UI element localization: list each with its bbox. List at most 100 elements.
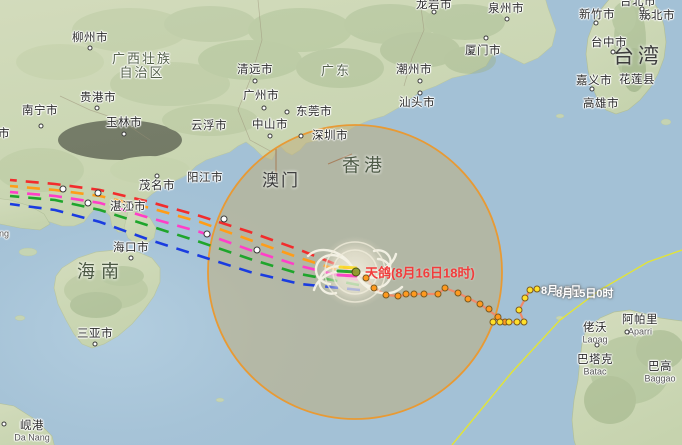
track-node bbox=[476, 300, 484, 308]
city-dot-dongguan bbox=[284, 109, 290, 115]
province-boundaries bbox=[59, 0, 425, 153]
city-label-qingyuan: 清远市 bbox=[237, 63, 273, 76]
city-dot-guigang bbox=[94, 105, 100, 111]
luzon-relief bbox=[584, 330, 682, 424]
city-dot-guangzhou bbox=[261, 105, 267, 111]
city-sublabel-danang: Da Nang bbox=[14, 432, 50, 443]
track-node bbox=[362, 274, 370, 282]
forecast-node bbox=[220, 215, 228, 223]
city-dot-qingyuan bbox=[252, 78, 258, 84]
city-sublabel-baggao: Baggao bbox=[644, 373, 676, 384]
track-node bbox=[464, 295, 472, 303]
city-dot-longyan bbox=[431, 9, 437, 15]
city-label-zhongshan: 中山市 bbox=[252, 118, 288, 131]
track-node bbox=[520, 318, 528, 326]
region-label-hainan: 海南 bbox=[77, 261, 125, 282]
city-dot-shantou bbox=[417, 90, 423, 96]
track-node bbox=[410, 290, 418, 298]
city-label-dongguan: 东莞市 bbox=[296, 105, 332, 118]
track-node bbox=[533, 285, 541, 293]
land-mainland-china bbox=[0, 0, 557, 233]
city-label-sanya: 三亚市 bbox=[77, 327, 113, 340]
city-sublabel-aparri: Aparri bbox=[627, 326, 653, 337]
land-vietnam bbox=[0, 403, 55, 445]
track-node bbox=[485, 305, 493, 313]
forecast-node bbox=[59, 185, 67, 193]
track-node bbox=[513, 318, 521, 326]
track-node bbox=[441, 284, 449, 292]
city-label-yunfu: 云浮市 bbox=[191, 119, 227, 132]
track-node bbox=[402, 290, 410, 298]
city-dot-danang bbox=[1, 421, 7, 427]
city-dot-xinzhu bbox=[593, 20, 599, 26]
track-node bbox=[434, 290, 442, 298]
forecast-orange bbox=[9, 184, 358, 278]
city-label-baggao: 巴高 bbox=[648, 360, 672, 373]
city-dot-quanzhou bbox=[504, 16, 510, 22]
city-label-laoag: 佬沃 bbox=[583, 321, 607, 334]
city-label-maoming: 茂名市 bbox=[139, 179, 175, 192]
forecast-blue bbox=[9, 202, 361, 292]
city-dot-maoming bbox=[154, 173, 160, 179]
city-label-taibei: 台北市 bbox=[620, 0, 656, 8]
city-sublabel-haiphong: ng bbox=[0, 228, 10, 239]
city-label-liuzhou: 柳州市 bbox=[72, 31, 108, 44]
forecast-node bbox=[84, 199, 92, 207]
track-node bbox=[382, 291, 390, 299]
city-dot-jiayi bbox=[589, 86, 595, 92]
typhoon-eye-dot bbox=[351, 267, 361, 277]
city-label-xinbei: 新北市 bbox=[639, 9, 675, 22]
city-dot-sanya bbox=[92, 341, 98, 347]
city-dot-yulin bbox=[121, 131, 127, 137]
city-label-yulin: 玉林市 bbox=[106, 116, 142, 129]
city-label-xiamen: 厦门市 bbox=[465, 44, 501, 57]
city-dot-xiamen bbox=[483, 35, 489, 41]
city-label-wuzhou: 市 bbox=[0, 127, 10, 140]
city-dot-haikou bbox=[128, 255, 134, 261]
city-label-guangzhou: 广州市 bbox=[243, 89, 279, 102]
track-node bbox=[454, 289, 462, 297]
city-label-aparri: 阿帕里 bbox=[622, 313, 658, 326]
forecast-node bbox=[203, 230, 211, 238]
city-label-guigang: 贵港市 bbox=[80, 91, 116, 104]
city-label-gaoxiong: 高雄市 bbox=[583, 97, 619, 110]
city-dot-taizhong bbox=[610, 49, 616, 55]
city-label-shantou: 汕头市 bbox=[399, 96, 435, 109]
city-dot-liuzhou bbox=[87, 45, 93, 51]
city-dot-xinbei bbox=[645, 14, 651, 20]
city-label-hualian: 花莲县 bbox=[619, 73, 655, 86]
city-dot-zhongshan bbox=[267, 133, 273, 139]
land-leizhou bbox=[123, 211, 157, 245]
track-node bbox=[505, 318, 513, 326]
track-date-label-upper: 8月15日 bbox=[541, 285, 582, 297]
track-node bbox=[489, 318, 497, 326]
forecast-node bbox=[94, 189, 102, 197]
city-label-jiayi: 嘉义市 bbox=[576, 74, 612, 87]
track-node bbox=[515, 306, 523, 314]
city-label-nanning: 南宁市 bbox=[22, 104, 58, 117]
city-dot-chaozhou bbox=[417, 78, 423, 84]
track-node bbox=[526, 286, 534, 294]
city-label-batac: 巴塔克 bbox=[577, 353, 613, 366]
city-label-danang: 岘港 bbox=[20, 419, 44, 432]
city-dot-shenzhen bbox=[298, 133, 304, 139]
land-vietnam-north bbox=[0, 198, 51, 231]
city-label-taizhong: 台中市 bbox=[591, 36, 627, 49]
city-dot-aparri bbox=[624, 329, 630, 335]
track-node bbox=[420, 290, 428, 298]
hainan-relief bbox=[64, 266, 148, 318]
city-dot-nanning bbox=[38, 123, 44, 129]
city-sublabel-batac: Batac bbox=[583, 366, 607, 377]
city-label-chaozhou: 潮州市 bbox=[396, 63, 432, 76]
islets bbox=[14, 113, 672, 403]
forecast-green bbox=[9, 194, 360, 287]
city-dot-taibei bbox=[639, 6, 645, 12]
city-label-longyan: 龙岩市 bbox=[416, 0, 452, 11]
forecast-red bbox=[9, 178, 356, 274]
city-label-yangjiang: 阳江市 bbox=[187, 171, 223, 184]
city-label-shenzhen: 深圳市 bbox=[312, 129, 348, 142]
region-label-guangdong: 广东 bbox=[320, 63, 352, 79]
track-node bbox=[370, 284, 378, 292]
